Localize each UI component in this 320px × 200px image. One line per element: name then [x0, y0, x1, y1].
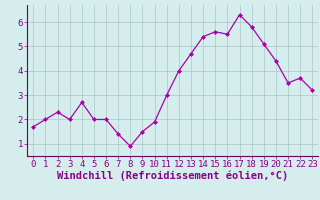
- X-axis label: Windchill (Refroidissement éolien,°C): Windchill (Refroidissement éolien,°C): [57, 171, 288, 181]
